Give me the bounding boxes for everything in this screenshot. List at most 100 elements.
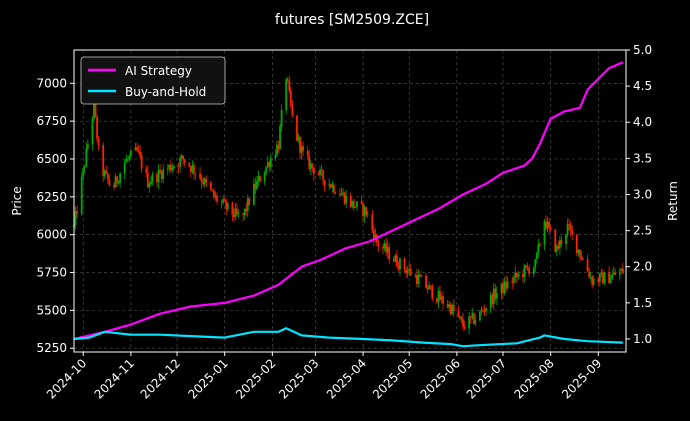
candle-body bbox=[545, 221, 547, 229]
legend-box bbox=[80, 56, 226, 105]
candle-body bbox=[97, 138, 100, 145]
candle-body bbox=[126, 158, 129, 160]
candle-body bbox=[577, 249, 580, 254]
candle-body bbox=[365, 207, 368, 215]
candle-body bbox=[277, 144, 280, 150]
candle-body bbox=[225, 201, 228, 210]
candle-body bbox=[403, 258, 406, 270]
candle-body bbox=[308, 155, 311, 169]
candle-body bbox=[351, 200, 354, 207]
candle-body bbox=[296, 115, 298, 141]
candle-body bbox=[377, 242, 380, 247]
candle-body bbox=[193, 165, 195, 174]
candle-body bbox=[405, 269, 408, 274]
candle-body bbox=[397, 266, 400, 270]
candle-body bbox=[546, 221, 549, 229]
candle-body bbox=[85, 148, 88, 167]
candle-body bbox=[266, 162, 269, 167]
candle-body bbox=[113, 184, 115, 188]
right-axis-ticks: 1.0 1.5 2.0 2.5 3.0 3.5 4.0 4.5 5.0 bbox=[626, 43, 652, 346]
legend-label-ai-strategy: AI Strategy bbox=[125, 64, 192, 78]
candle-body bbox=[102, 144, 105, 176]
candle-body bbox=[145, 168, 148, 173]
candle-body bbox=[299, 136, 301, 153]
candle-body bbox=[532, 267, 535, 275]
candle-body bbox=[426, 287, 429, 290]
candle-body bbox=[259, 176, 261, 182]
candle-body bbox=[489, 295, 492, 309]
candle-body bbox=[578, 249, 581, 257]
left-tick-label: 5250 bbox=[36, 341, 67, 355]
candle-body bbox=[395, 255, 398, 267]
candle-body bbox=[506, 281, 509, 289]
candle-body bbox=[129, 150, 132, 156]
candle-body bbox=[448, 304, 451, 308]
candle-body bbox=[343, 192, 346, 204]
candle-body bbox=[419, 274, 421, 277]
candle-body bbox=[329, 184, 332, 188]
candle-body bbox=[222, 199, 225, 203]
candle-body bbox=[491, 295, 494, 305]
candle-body bbox=[279, 126, 281, 150]
candle-body bbox=[162, 169, 165, 179]
candle-body bbox=[482, 310, 484, 312]
candle-body bbox=[320, 169, 323, 171]
candle-body bbox=[125, 159, 128, 163]
left-tick-label: 7000 bbox=[36, 76, 67, 90]
candle-body bbox=[191, 165, 194, 172]
candle-body bbox=[317, 174, 320, 176]
candle-body bbox=[248, 198, 251, 205]
candle-body bbox=[459, 316, 461, 318]
candle-body bbox=[560, 240, 563, 244]
candle-body bbox=[94, 100, 97, 117]
candle-body bbox=[96, 116, 98, 139]
candle-body bbox=[80, 177, 83, 214]
legend: AI Strategy Buy-and-Hold bbox=[80, 56, 226, 105]
candle-body bbox=[525, 265, 527, 267]
candle-body bbox=[123, 162, 126, 174]
candle-body bbox=[582, 259, 584, 261]
candle-body bbox=[182, 155, 185, 160]
candle-body bbox=[288, 80, 291, 91]
candle-body bbox=[360, 201, 363, 204]
candle-body bbox=[502, 283, 504, 294]
candle-body bbox=[83, 166, 86, 169]
candle-body bbox=[268, 162, 271, 168]
candle-body bbox=[479, 311, 481, 321]
chart-title: futures [SM2509.ZCE] bbox=[275, 12, 429, 28]
candle-body bbox=[460, 316, 463, 320]
candle-body bbox=[440, 296, 443, 300]
candle-body bbox=[216, 195, 218, 202]
candle-body bbox=[586, 259, 589, 272]
candle-body bbox=[128, 155, 131, 159]
candle-body bbox=[517, 273, 520, 277]
candle-body bbox=[297, 136, 300, 141]
right-axis-label: Return bbox=[666, 181, 680, 221]
candle-body bbox=[342, 192, 344, 195]
candle-body bbox=[246, 198, 249, 212]
candle-body bbox=[234, 208, 237, 217]
plot-frame bbox=[73, 49, 627, 353]
right-tick-label: 5.0 bbox=[633, 43, 652, 57]
candle-body bbox=[183, 159, 186, 163]
series-lines bbox=[73, 61, 624, 348]
candle-body bbox=[503, 281, 506, 294]
candle-body bbox=[171, 167, 174, 171]
candle-body bbox=[429, 285, 432, 287]
candle-body bbox=[392, 259, 395, 262]
candle-body bbox=[202, 182, 205, 185]
candle-body bbox=[331, 184, 334, 188]
left-tick-label: 6500 bbox=[36, 152, 67, 166]
candle-body bbox=[291, 104, 294, 116]
candle-body bbox=[151, 174, 154, 183]
candle-body bbox=[528, 268, 531, 275]
candle-body bbox=[205, 178, 208, 183]
candle-body bbox=[569, 224, 572, 231]
candle-body bbox=[439, 291, 441, 300]
candle-body bbox=[289, 90, 292, 105]
candle-body bbox=[242, 213, 245, 215]
left-tick-label: 5750 bbox=[36, 266, 67, 280]
left-tick-label: 6250 bbox=[36, 190, 67, 204]
left-tick-label: 5500 bbox=[36, 303, 67, 317]
candle-body bbox=[332, 184, 335, 193]
